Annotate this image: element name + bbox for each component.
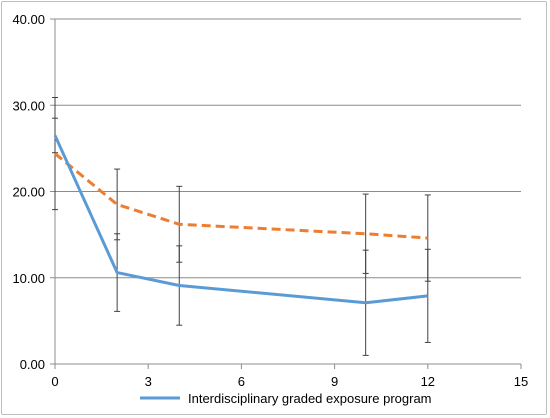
series-line-2: [54, 152, 428, 240]
y-tick-label: 20.00: [12, 185, 45, 200]
x-tick-label: 12: [421, 374, 435, 389]
series-line-1: [53, 134, 428, 305]
x-tick-label: 0: [51, 374, 58, 389]
y-tick-label: 0.00: [20, 357, 45, 372]
legend-label-series-1: Interdisciplinary graded exposure progra…: [188, 391, 432, 406]
axes: [50, 18, 522, 369]
y-tick-label: 10.00: [12, 271, 45, 286]
y-tick-label: 30.00: [12, 98, 45, 113]
x-tick-label: 15: [514, 374, 528, 389]
y-tick-labels: 0.00 10.00 20.00 30.00 40.00: [12, 12, 45, 372]
gridlines: [55, 18, 521, 279]
legend: Interdisciplinary graded exposure progra…: [140, 391, 432, 406]
series-lines: [53, 134, 428, 305]
x-tick-labels: 0 3 6 9 12 15: [51, 374, 528, 389]
x-tick-label: 3: [145, 374, 152, 389]
x-tick-label: 9: [331, 374, 338, 389]
y-tick-label: 40.00: [12, 12, 45, 27]
error-bars: [52, 96, 431, 356]
x-tick-label: 6: [238, 374, 245, 389]
